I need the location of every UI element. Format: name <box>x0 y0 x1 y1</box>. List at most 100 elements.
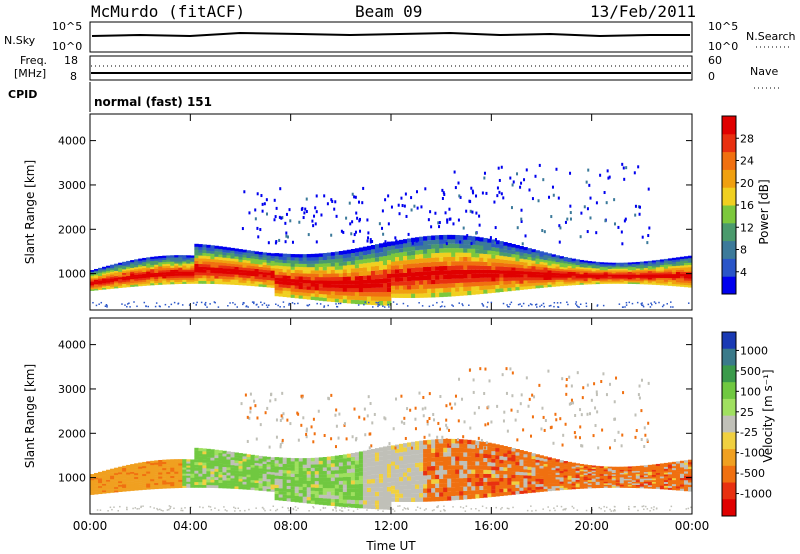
noise-point <box>490 301 493 304</box>
heatmap-cell <box>507 477 512 482</box>
heatmap-cell <box>254 480 259 483</box>
heatmap-cell <box>615 271 621 274</box>
echo-point <box>426 419 429 423</box>
heatmap-cell <box>515 484 520 488</box>
heatmap-cell <box>459 486 464 492</box>
echo-point <box>323 194 326 198</box>
heatmap-cell <box>314 470 320 475</box>
heatmap-cell <box>667 485 673 488</box>
heatmap-cell <box>403 247 408 252</box>
heatmap-cell <box>190 481 195 484</box>
heatmap-cell <box>531 467 536 471</box>
heatmap-cell <box>338 455 344 459</box>
heatmap-cell <box>114 265 119 268</box>
heatmap-cell <box>687 273 693 277</box>
heatmap-cell <box>627 277 633 280</box>
heatmap-cell <box>619 282 625 284</box>
noise-point <box>227 304 229 307</box>
heatmap-cell <box>563 281 568 284</box>
heatmap-cell <box>374 448 380 453</box>
heatmap-cell <box>403 255 408 261</box>
heatmap-cell <box>234 261 239 265</box>
heatmap-cell <box>523 283 528 287</box>
noise-point <box>106 306 108 308</box>
heatmap-cell <box>455 248 460 253</box>
heatmap-cell <box>286 260 292 264</box>
echo-point <box>327 397 330 401</box>
echo-point <box>609 446 612 450</box>
heatmap-cell <box>635 486 641 489</box>
heatmap-cell <box>330 269 336 274</box>
heatmap-cell <box>451 456 456 461</box>
heatmap-cell <box>615 267 621 269</box>
heatmap-cell <box>635 280 641 283</box>
heatmap-cell <box>362 283 368 289</box>
heatmap-cell <box>499 273 504 278</box>
noise-point <box>540 304 543 306</box>
heatmap-cell <box>282 469 288 474</box>
heatmap-cell <box>631 467 637 470</box>
echo-point <box>604 219 607 223</box>
heatmap-cell <box>158 476 163 479</box>
heatmap-cell <box>318 266 324 271</box>
heatmap-cell <box>102 271 107 274</box>
heatmap-cell <box>559 468 564 472</box>
heatmap-cell <box>318 460 324 465</box>
echo-point <box>483 171 486 175</box>
echo-point <box>253 399 256 403</box>
heatmap-cell <box>106 476 111 479</box>
heatmap-cell <box>519 261 524 265</box>
heatmap-cell <box>635 279 641 281</box>
heatmap-cell <box>583 484 589 487</box>
heatmap-cell <box>214 275 219 279</box>
heatmap-cell <box>246 487 251 490</box>
heatmap-cell <box>90 490 95 492</box>
heatmap-cell <box>366 296 372 301</box>
heatmap-cell <box>266 265 271 268</box>
heatmap-cell <box>146 483 151 486</box>
heatmap-cell <box>535 285 540 289</box>
noise-point <box>266 306 269 308</box>
heatmap-cell <box>627 270 633 272</box>
heatmap-cell <box>350 480 356 485</box>
heatmap-cell <box>651 479 657 482</box>
heatmap-cell <box>106 267 111 270</box>
colorbar-tick-label: 28 <box>740 132 754 145</box>
heatmap-cell <box>202 473 207 477</box>
heatmap-cell <box>503 488 508 493</box>
heatmap-cell <box>615 469 621 472</box>
heatmap-cell <box>378 465 384 470</box>
heatmap-cell <box>607 265 613 268</box>
heatmap-cell <box>587 466 593 469</box>
heatmap-cell <box>463 239 468 245</box>
heatmap-cell <box>639 479 645 482</box>
nsearch-label: N.Search <box>746 30 796 43</box>
heatmap-cell <box>583 272 589 275</box>
heatmap-cell <box>499 270 504 274</box>
heatmap-cell <box>647 279 653 282</box>
heatmap-cell <box>178 473 183 476</box>
heatmap-cell <box>535 258 540 262</box>
heatmap-cell <box>583 274 589 277</box>
heatmap-cell <box>495 240 500 245</box>
heatmap-cell <box>330 470 336 475</box>
heatmap-cell <box>298 474 304 478</box>
heatmap-cell <box>639 473 645 476</box>
heatmap-cell <box>667 468 673 471</box>
heatmap-cell <box>98 492 103 495</box>
heatmap-cell <box>675 273 681 277</box>
echo-point <box>516 409 519 413</box>
heatmap-cell <box>90 284 95 287</box>
heatmap-cell <box>346 261 352 266</box>
noise-point <box>670 306 672 308</box>
heatmap-cell <box>122 467 127 470</box>
heatmap-cell <box>515 251 520 255</box>
heatmap-cell <box>346 457 352 462</box>
heatmap-cell <box>503 460 508 464</box>
heatmap-cell <box>286 275 292 279</box>
heatmap-cell <box>639 261 645 264</box>
heatmap-cell <box>310 493 316 498</box>
heatmap-cell <box>218 278 223 282</box>
heatmap-cell <box>419 258 424 263</box>
heatmap-cell <box>643 274 649 277</box>
